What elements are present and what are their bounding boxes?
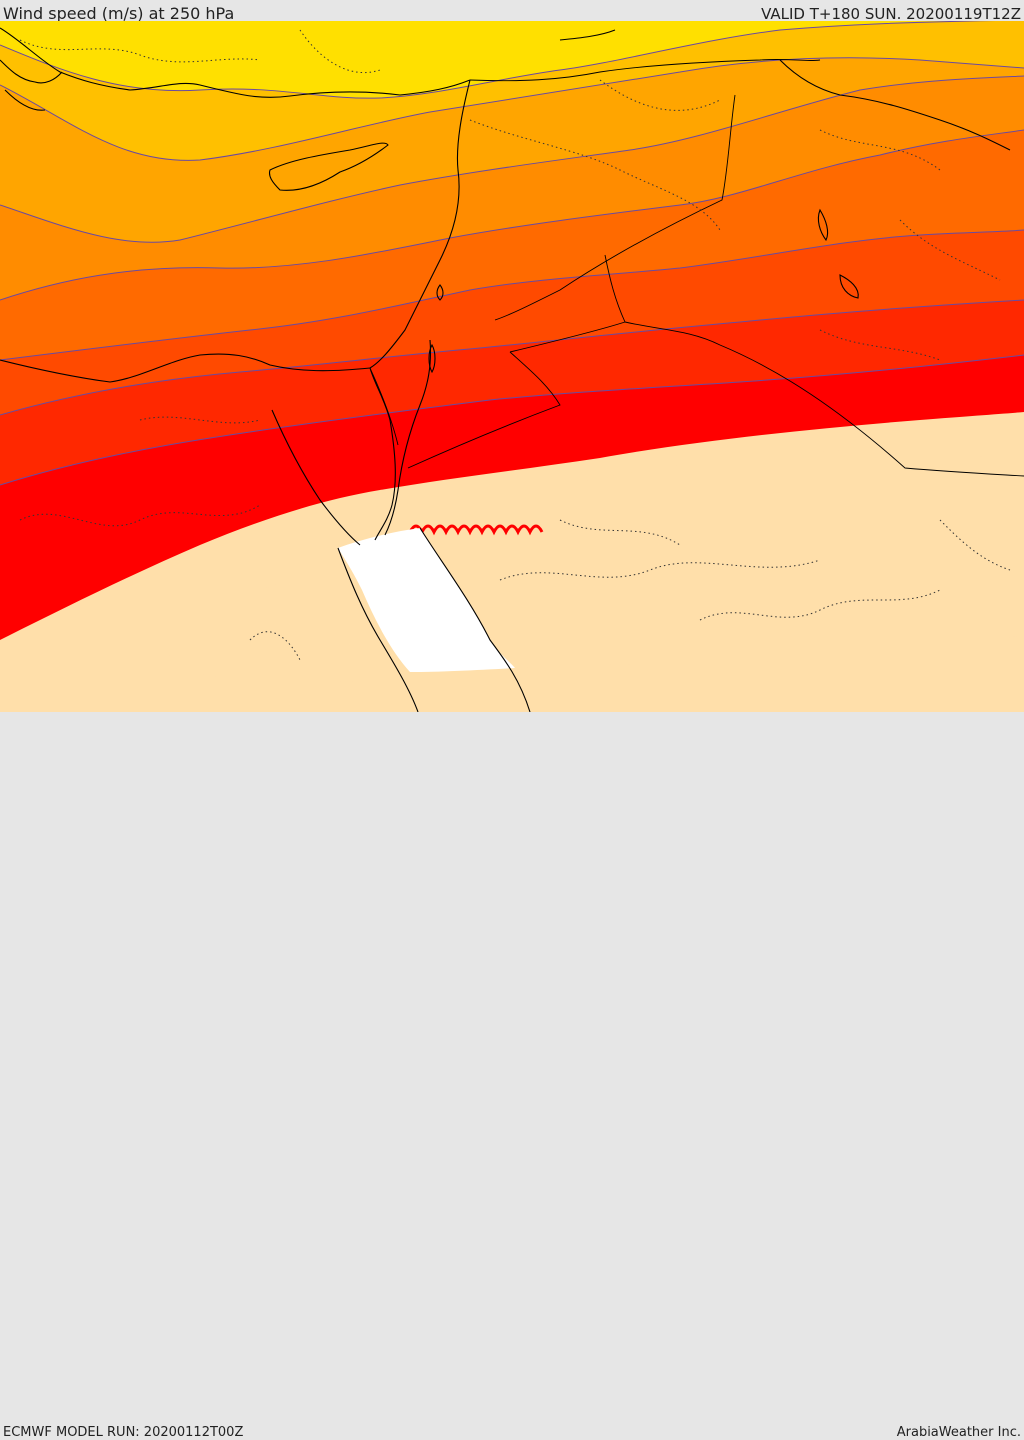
band-11 [338, 528, 515, 672]
map-title: Wind speed (m/s) at 250 hPa [3, 4, 235, 23]
wind-speed-map [0, 21, 1024, 712]
valid-time: VALID T+180 SUN. 20200119T12Z [761, 5, 1021, 23]
model-run: ECMWF MODEL RUN: 20200112T00Z [3, 1425, 244, 1440]
core-edge [408, 524, 544, 536]
credit: ArabiaWeather Inc. [896, 1425, 1021, 1440]
footer-bar: ECMWF MODEL RUN: 20200112T00Z ArabiaWeat… [0, 712, 1024, 1440]
header-bar: Wind speed (m/s) at 250 hPa VALID T+180 … [0, 0, 1024, 23]
